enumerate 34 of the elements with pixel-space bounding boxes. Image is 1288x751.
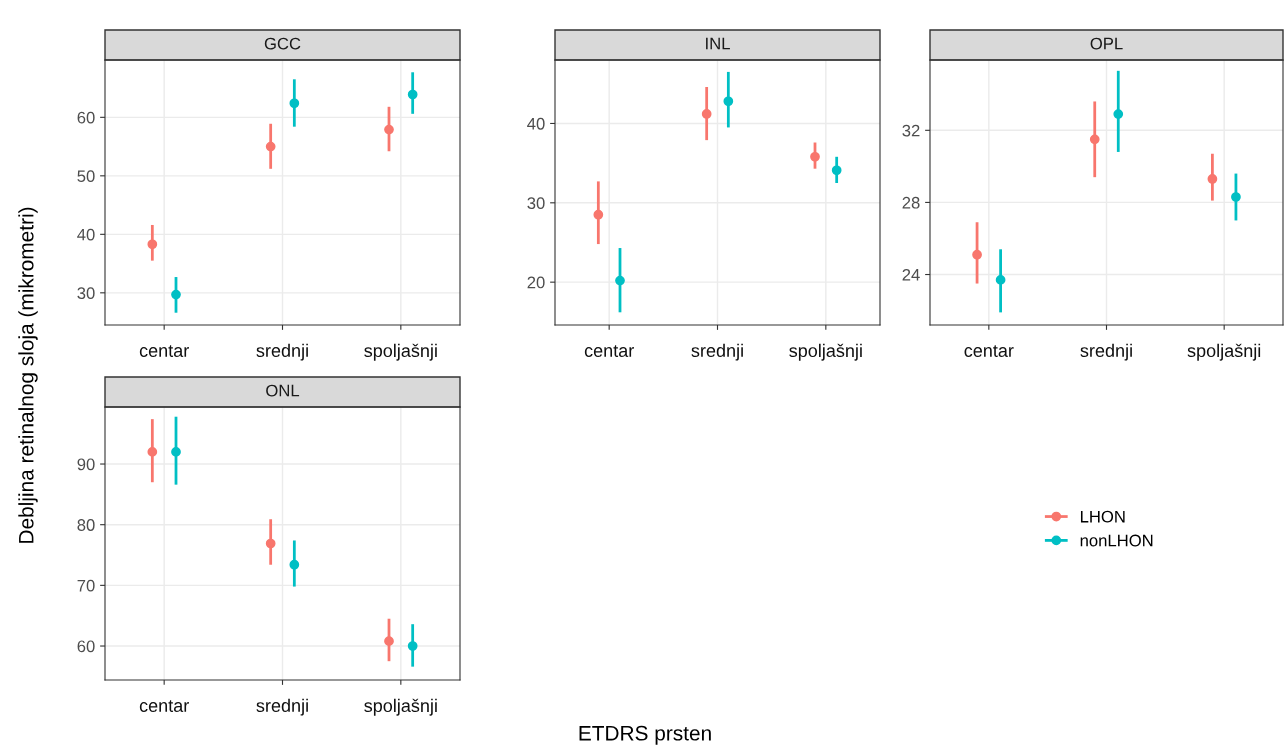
chart-title: INL <box>706 37 730 50</box>
y-tick-label: 20 <box>527 276 545 289</box>
x-tick-label: centar <box>964 345 1014 358</box>
x-tick-label: spoljašnji <box>364 343 437 361</box>
y-tick-label: 30 <box>527 197 545 210</box>
x-tick-label: centar <box>139 700 189 713</box>
chart-title: ONL <box>266 384 300 397</box>
legend-label: nonLHON <box>1080 534 1153 547</box>
y-tick-label: 30 <box>77 287 95 300</box>
y-tick-label: 40 <box>77 228 95 241</box>
chart-title: GCC <box>264 37 301 50</box>
x-tick-label: srednji <box>256 698 308 716</box>
y-tick-label: 28 <box>902 196 920 209</box>
legend-label: LHON <box>1080 510 1125 523</box>
y-tick-label: 80 <box>77 519 95 531</box>
y-tick-label: 40 <box>527 117 545 130</box>
y-tick-label: 50 <box>77 170 95 183</box>
y-tick-label: 90 <box>77 458 95 471</box>
y-tick-label: 60 <box>77 111 95 124</box>
x-tick-label: centar <box>139 345 189 358</box>
y-tick-label: 60 <box>77 640 95 653</box>
x-tick-label: spoljašnji <box>364 698 437 716</box>
chart-title: OPL <box>1090 37 1123 50</box>
x-tick-label: spoljašnji <box>789 343 862 361</box>
x-axis-title: ETDRS prsten <box>579 725 711 745</box>
x-tick-label: srednji <box>691 343 743 361</box>
y-tick-label: 24 <box>902 268 920 281</box>
y-tick-label: 70 <box>77 579 95 592</box>
x-tick-label: srednji <box>1080 343 1132 361</box>
x-tick-label: srednji <box>256 343 308 361</box>
y-tick-label: 32 <box>902 124 920 137</box>
x-tick-label: centar <box>584 345 634 358</box>
x-tick-label: spoljašnji <box>1187 343 1261 361</box>
y-axis-title: Debljina retinalnog sloja (mikrometri) <box>18 207 38 543</box>
